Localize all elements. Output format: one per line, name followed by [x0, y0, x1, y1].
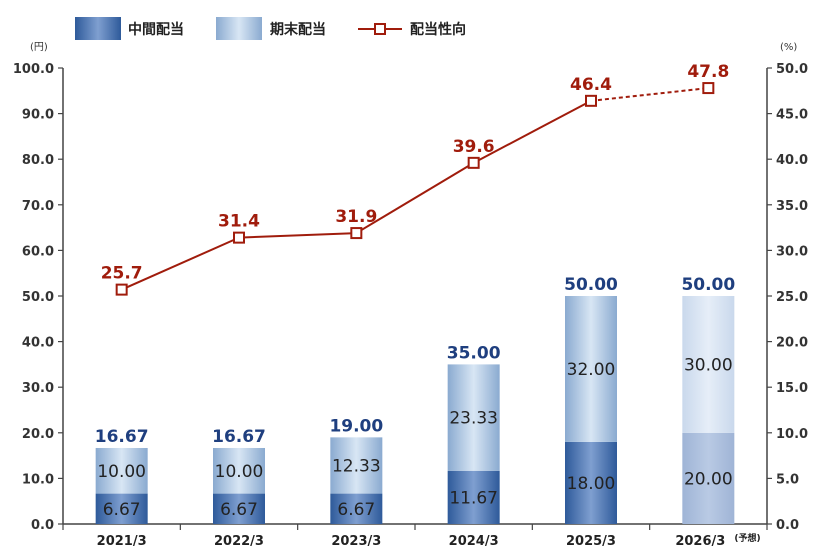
- data-label-payout: 31.9: [335, 207, 377, 227]
- x-tick-label: 2026/3: [675, 534, 725, 549]
- line-point: [115, 283, 128, 296]
- x-tick-label: 2021/3: [97, 534, 147, 549]
- data-label-year-end: 23.33: [449, 409, 498, 429]
- data-label-total: 16.67: [212, 427, 266, 447]
- left-tick-label: 40.0: [22, 336, 54, 351]
- legend-label-payout: 配当性向: [410, 21, 466, 38]
- x-tick-label: 2024/3: [449, 534, 499, 549]
- line-point: [233, 231, 245, 244]
- data-label-year-end: 10.00: [97, 462, 146, 482]
- right-tick-label: 45.0: [776, 108, 808, 123]
- data-label-total: 50.00: [564, 275, 618, 295]
- left-tick-label: 80.0: [22, 153, 54, 168]
- x-tick-note: (予想): [734, 532, 760, 544]
- data-label-interim: 18.00: [567, 474, 616, 494]
- right-tick-label: 10.0: [776, 427, 808, 442]
- line-segment: [473, 99, 592, 164]
- line-point: [467, 156, 480, 169]
- bar-interim: [213, 493, 265, 524]
- left-tick-label: 10.0: [22, 472, 54, 487]
- bar-interim: [682, 432, 735, 524]
- data-label-year-end: 12.33: [332, 456, 381, 476]
- data-label-total: 16.67: [95, 427, 149, 447]
- axes: [62, 68, 768, 525]
- data-label-payout: 31.4: [218, 212, 260, 232]
- bar-interim: [330, 493, 383, 524]
- left-tick-label: 60.0: [22, 244, 54, 259]
- left-tick-label: 70.0: [22, 199, 54, 214]
- legend-marker: [374, 23, 386, 35]
- data-label-total: 19.00: [329, 416, 383, 436]
- data-label-interim: 6.67: [103, 500, 141, 520]
- right-tick-label: 50.0: [776, 62, 808, 77]
- line-point: [702, 82, 715, 95]
- data-label-interim: 20.00: [684, 469, 733, 489]
- right-tick-label: 0.0: [776, 518, 799, 533]
- line-segment: [590, 87, 709, 102]
- data-label-payout: 46.4: [570, 75, 612, 95]
- right-tick-label: 35.0: [776, 199, 808, 214]
- legend-swatch-year-end: [216, 17, 262, 40]
- line-point: [585, 94, 597, 107]
- left-axis-unit: (円): [30, 42, 48, 53]
- left-tick-label: 0.0: [31, 518, 54, 533]
- line-point: [350, 227, 363, 240]
- data-label-interim: 11.67: [449, 488, 498, 508]
- bar-year-end: [95, 447, 148, 494]
- line-segment: [238, 232, 357, 239]
- right-tick-label: 30.0: [776, 244, 808, 259]
- payout-ratio-line: 25.7 31.4 31.9 39.6 46.4 47.8: [101, 62, 729, 296]
- legend-label-interim: 中間配当: [128, 21, 184, 38]
- right-tick-label: 40.0: [776, 153, 808, 168]
- right-axis-ticks: 0.0 5.0 10.0 15.0 20.0 25.0 30.0 35.0 40.0 45.0 50…: [767, 62, 808, 533]
- data-label-total: 35.00: [447, 343, 501, 363]
- legend-label-year-end: 期末配当: [270, 21, 326, 38]
- data-label-year-end: 10.00: [215, 462, 264, 482]
- data-label-interim: 6.67: [220, 500, 258, 520]
- bar-year-end: [565, 296, 617, 442]
- right-axis-unit: (%): [780, 42, 797, 53]
- data-label-interim: 6.67: [337, 500, 375, 520]
- bar-year-end: [330, 437, 383, 494]
- left-tick-label: 30.0: [22, 381, 54, 396]
- right-tick-label: 5.0: [776, 472, 799, 487]
- data-label-payout: 47.8: [687, 62, 729, 82]
- right-tick-label: 15.0: [776, 381, 808, 396]
- bar-interim: [565, 441, 617, 524]
- bar-year-end: [682, 296, 735, 433]
- data-label-payout: 25.7: [101, 264, 143, 284]
- line-segment: [121, 236, 240, 291]
- left-axis-ticks: 0.0 10.0 20.0 30.0 40.0 50.0 60.0 70.0 80.0 90.0 1…: [13, 62, 63, 533]
- data-label-year-end: 30.00: [684, 355, 733, 375]
- line-segment: [355, 161, 475, 234]
- x-tick-label: 2022/3: [214, 534, 264, 549]
- bars: 6.67 10.00 16.67 6.67 10.00 16.67 6.67 12.33 19.…: [95, 275, 735, 524]
- x-tick-label: 2025/3: [566, 534, 616, 549]
- x-axis-ticks: 2021/3 2022/3 2023/3 2024/3 2025/3 2026/3 (予想): [62, 524, 768, 549]
- right-tick-label: 25.0: [776, 290, 808, 305]
- left-tick-label: 50.0: [22, 290, 54, 305]
- right-tick-label: 20.0: [776, 336, 808, 351]
- data-label-year-end: 32.00: [567, 360, 616, 380]
- bar-interim: [447, 470, 500, 524]
- data-label-total: 50.00: [681, 275, 735, 295]
- left-tick-label: 90.0: [22, 108, 54, 123]
- bar-interim: [95, 493, 148, 524]
- legend: 中間配当 期末配当 配当性向: [75, 17, 466, 40]
- data-label-payout: 39.6: [453, 137, 495, 157]
- x-tick-label: 2023/3: [331, 534, 381, 549]
- bar-year-end: [447, 364, 500, 471]
- bar-year-end: [213, 447, 265, 494]
- left-tick-label: 100.0: [13, 62, 54, 77]
- left-tick-label: 20.0: [22, 427, 54, 442]
- legend-swatch-interim: [75, 17, 121, 40]
